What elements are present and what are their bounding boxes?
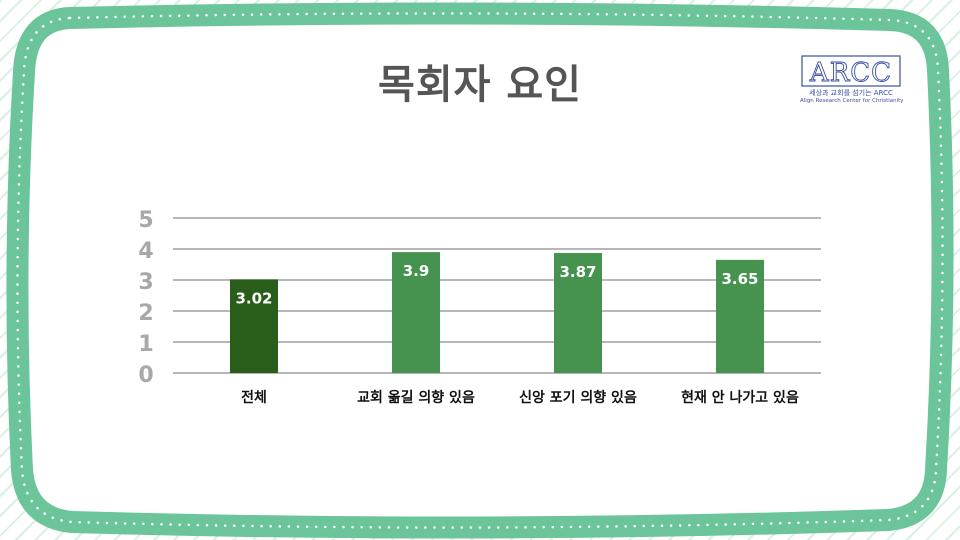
data-label: 3.65 — [721, 270, 758, 288]
frame-border — [6, 2, 954, 539]
y-tick-label: 5 — [138, 208, 153, 233]
arcc-logo: ARCC 세상과 교회를 섬기는 ARCC Align Research Cen… — [800, 54, 904, 110]
page-title: 목회자 요인 — [378, 62, 582, 108]
y-tick-label: 3 — [138, 270, 153, 295]
data-label: 3.9 — [403, 262, 430, 280]
bar — [554, 253, 602, 373]
bar — [716, 259, 764, 373]
arcc-logo-mark: ARCC — [801, 55, 901, 88]
y-tick-label: 2 — [138, 301, 153, 326]
logo-tagline-english: Align Research Center for Christianity — [800, 98, 904, 104]
x-category-label: 전체 — [241, 389, 267, 406]
arcc-logo-letters: ARCC — [809, 58, 892, 88]
x-category-label: 신앙 포기 의향 있음 — [519, 389, 637, 406]
y-tick-label: 1 — [138, 332, 153, 357]
bar — [230, 279, 278, 373]
bar — [392, 252, 440, 373]
y-tick-label: 4 — [138, 239, 153, 264]
logo-tagline-korean: 세상과 교회를 섬기는 ARCC — [809, 89, 893, 97]
data-label: 3.87 — [559, 263, 596, 281]
y-tick-label: 0 — [138, 363, 153, 388]
x-category-label: 교회 옮길 의향 있음 — [357, 389, 475, 406]
x-category-label: 현재 안 나가고 있음 — [681, 389, 799, 406]
data-label: 3.02 — [235, 289, 272, 307]
